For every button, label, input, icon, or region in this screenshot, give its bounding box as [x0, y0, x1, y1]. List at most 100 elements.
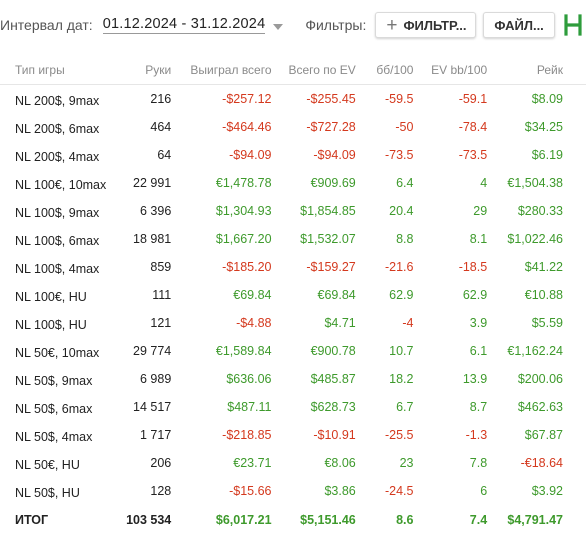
bb100-cell: 10.7	[389, 344, 414, 358]
table-row[interactable]: NL 50€, 10max 29 774 €1,589.84 €900.78 10.7 6…	[0, 337, 586, 365]
rake-cell: $200.06	[517, 372, 563, 386]
ev-total-cell: -$10.91	[313, 428, 356, 442]
ev-bb100-cell: -73.5	[458, 148, 488, 162]
column-header-ev-bb100[interactable]: EV bb/100	[413, 56, 488, 85]
total-ev-bb100: 7.4	[469, 513, 488, 527]
game-type-cell: NL 100€, HU	[15, 290, 87, 304]
ev-total-cell: €909.69	[310, 176, 356, 190]
column-header-bb100[interactable]: бб/100	[355, 56, 414, 85]
table-row[interactable]: NL 200$, 4max 64 -$94.09 -$94.09 -73.5 -73.5 $…	[0, 141, 586, 169]
hands-cell: 216	[150, 92, 172, 106]
hands-cell: 64	[157, 148, 172, 162]
ev-total-cell: €900.78	[310, 344, 356, 358]
ev-bb100-cell: -1.3	[465, 428, 488, 442]
total-row: ИТОГ 103 534 $6,017.21 $5,151.46 8.6 7.4…	[0, 505, 586, 535]
bb100-cell: -21.6	[384, 260, 414, 274]
rake-cell: $3.92	[531, 484, 563, 498]
rake-cell: $280.33	[517, 204, 563, 218]
game-type-cell: NL 50€, HU	[15, 458, 80, 472]
column-header-rake[interactable]: Рейк	[487, 56, 586, 85]
column-header-hands[interactable]: Руки	[122, 56, 172, 85]
table-row[interactable]: NL 200$, 6max 464 -$464.46 -$727.28 -50 -78.4…	[0, 113, 586, 141]
game-type-cell: NL 100$, 6max	[15, 234, 100, 248]
date-range-select[interactable]: 01.12.2024 - 31.12.2024	[102, 16, 266, 34]
rake-cell: €10.88	[524, 288, 563, 302]
game-type-cell: NL 100€, 10max	[15, 178, 107, 192]
column-header-total-won[interactable]: Выиграл всего	[171, 56, 272, 85]
file-button[interactable]: ФАЙЛ...	[483, 12, 555, 38]
game-type-cell: NL 50€, 10max	[15, 346, 100, 360]
ev-bb100-cell: -59.1	[458, 92, 488, 106]
ev-total-cell: -$94.09	[313, 148, 356, 162]
hands-cell: 6 989	[139, 372, 172, 386]
total-won-cell: -$257.12	[222, 92, 272, 106]
bb100-cell: 6.4	[396, 176, 414, 190]
total-won-cell: -$4.88	[236, 316, 272, 330]
ev-bb100-cell: 62.9	[462, 288, 488, 302]
game-type-cell: NL 200$, 4max	[15, 150, 100, 164]
ev-total-cell: -$727.28	[306, 120, 356, 134]
table-row[interactable]: NL 50€, HU 206 €23.71 €8.06 23 7.8 -€18.64	[0, 449, 586, 477]
total-bb100: 8.6	[396, 513, 414, 527]
hands-cell: 22 991	[133, 176, 172, 190]
bb100-cell: -25.5	[384, 428, 414, 442]
table-row[interactable]: NL 50$, 9max 6 989 $636.06 $485.87 18.2 13.9 $…	[0, 365, 586, 393]
table-row[interactable]: NL 100€, 10max 22 991 €1,478.78 €909.69 6.4 4…	[0, 169, 586, 197]
ev-bb100-cell: 3.9	[469, 316, 488, 330]
bb100-cell: 20.4	[389, 204, 414, 218]
ev-total-cell: -$255.45	[306, 92, 356, 106]
total-won-cell: -$15.66	[229, 484, 272, 498]
filters-label: Фильтры:	[305, 17, 367, 33]
table-row[interactable]: NL 50$, 4max 1 717 -$218.85 -$10.91 -25.5 -1.…	[0, 421, 586, 449]
table-row[interactable]: NL 100$, 6max 18 981 $1,667.20 $1,532.07 8.8…	[0, 225, 586, 253]
game-type-cell: NL 50$, 4max	[15, 430, 93, 444]
table-row[interactable]: NL 100$, HU 121 -$4.88 $4.71 -4 3.9 $5.59	[0, 309, 586, 337]
total-won-cell: $636.06	[226, 372, 272, 386]
ev-total-cell: $4.71	[324, 316, 356, 330]
total-won-cell: €1,589.84	[215, 344, 272, 358]
rake-cell: $462.63	[517, 400, 563, 414]
bb100-cell: 8.8	[396, 232, 414, 246]
table-row[interactable]: NL 100€, HU 111 €69.84 €69.84 62.9 62.9 €10.88	[0, 281, 586, 309]
hands-cell: 121	[150, 316, 172, 330]
game-type-cell: NL 200$, 6max	[15, 122, 100, 136]
ev-bb100-cell: 29	[473, 204, 488, 218]
rake-cell: $8.09	[531, 92, 563, 106]
game-type-cell: NL 100$, 9max	[15, 206, 100, 220]
bb100-cell: -59.5	[384, 92, 414, 106]
bb100-cell: -50	[395, 120, 414, 134]
total-won-cell: -$185.20	[222, 260, 272, 274]
rake-cell: $6.19	[531, 148, 563, 162]
hands-cell: 29 774	[133, 344, 172, 358]
table-row[interactable]: NL 50$, 6max 14 517 $487.11 $628.73 6.7 8.7 $4…	[0, 393, 586, 421]
rake-cell: $34.25	[524, 120, 563, 134]
date-interval-label: Интервал дат:	[0, 17, 93, 33]
bb100-cell: 62.9	[389, 288, 414, 302]
rake-cell: -€18.64	[520, 456, 563, 470]
column-header-ev-total[interactable]: Всего по EV	[271, 56, 356, 85]
app-logo-icon[interactable]	[563, 14, 583, 36]
total-won: $6,017.21	[215, 513, 272, 527]
table-row[interactable]: NL 200$, 9max 216 -$257.12 -$255.45 -59.5 -59…	[0, 85, 586, 114]
ev-total-cell: -$159.27	[306, 260, 356, 274]
chevron-down-icon[interactable]	[273, 23, 284, 30]
game-type-cell: NL 50$, 6max	[15, 402, 93, 416]
table-row[interactable]: NL 100$, 4max 859 -$185.20 -$159.27 -21.6 -18…	[0, 253, 586, 281]
rake-cell: $1,022.46	[507, 232, 563, 246]
add-filter-button[interactable]: + ФИЛЬТР...	[375, 12, 477, 38]
total-ev: $5,151.46	[300, 513, 356, 527]
ev-total-cell: $628.73	[310, 400, 356, 414]
game-type-cell: NL 100$, 4max	[15, 262, 100, 276]
hands-cell: 1 717	[139, 428, 172, 442]
plus-icon: +	[386, 14, 398, 36]
table-row[interactable]: NL 50$, HU 128 -$15.66 $3.86 -24.5 6 $3.92	[0, 477, 586, 505]
ev-bb100-cell: 8.7	[469, 400, 488, 414]
total-won-cell: $1,667.20	[215, 232, 272, 246]
table-row[interactable]: NL 100$, 9max 6 396 $1,304.93 $1,854.85 20.4…	[0, 197, 586, 225]
ev-total-cell: €69.84	[317, 288, 356, 302]
column-header-game-type[interactable]: Тип игры	[0, 56, 123, 85]
ev-bb100-cell: -18.5	[458, 260, 488, 274]
hands-cell: 18 981	[133, 232, 172, 246]
hands-cell: 6 396	[139, 204, 172, 218]
ev-total-cell: $3.86	[324, 484, 356, 498]
